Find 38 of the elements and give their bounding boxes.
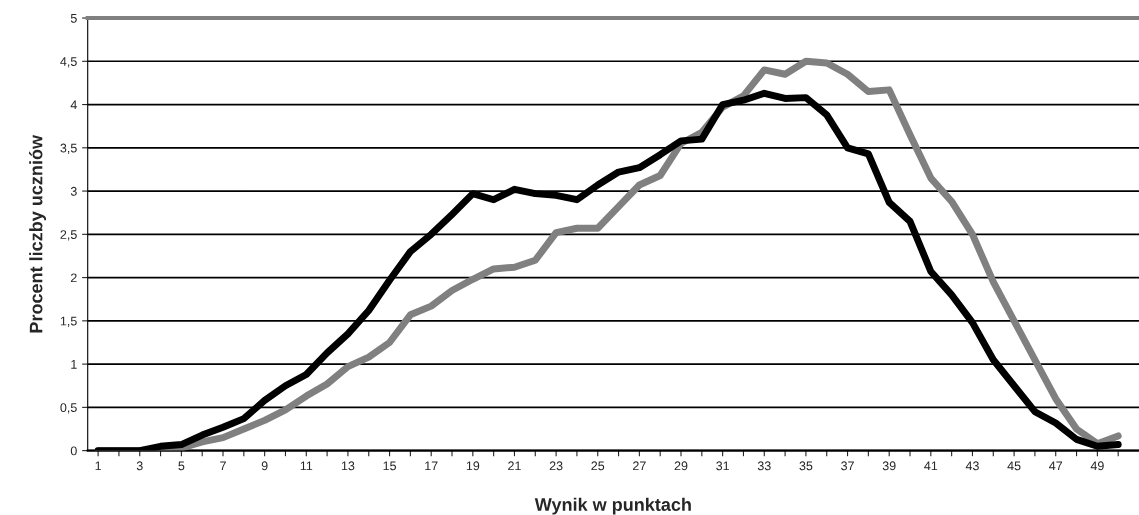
x-tick-label: 15 xyxy=(383,461,396,471)
x-tick-label: 45 xyxy=(1007,461,1021,471)
x-axis-title: Wynik w punktach xyxy=(534,497,691,515)
x-tick-label: 37 xyxy=(841,461,854,471)
y-tick-label: 0,5 xyxy=(60,403,77,414)
x-tick-label: 17 xyxy=(425,461,438,471)
x-tick-label: 41 xyxy=(924,461,938,471)
y-tick-label: 1 xyxy=(71,360,77,369)
x-tick-label: 49 xyxy=(1090,461,1104,471)
x-tick-label: 33 xyxy=(757,461,771,471)
x-tick-label: 5 xyxy=(178,461,185,471)
y-tick-label: 2,5 xyxy=(60,230,77,241)
x-tick-label: 21 xyxy=(508,461,521,471)
y-tick-label: 3,5 xyxy=(60,143,77,154)
x-tick-label: 19 xyxy=(466,461,480,471)
y-tick-label: 3 xyxy=(70,186,77,196)
x-tick-label: 9 xyxy=(261,461,268,471)
x-tick-label: 23 xyxy=(549,461,563,471)
y-axis-title: Procent liczby uczniów xyxy=(29,134,47,333)
x-tick-label: 31 xyxy=(716,461,729,471)
x-tick-label: 13 xyxy=(341,461,355,471)
y-tick-label: 5 xyxy=(70,13,77,23)
x-tick-label: 39 xyxy=(882,461,896,471)
x-tick-label: 47 xyxy=(1049,461,1063,471)
y-tick-label: 4,5 xyxy=(60,57,77,68)
x-tick-label: 27 xyxy=(633,461,646,471)
y-tick-label: 4 xyxy=(70,100,77,110)
y-tick-label: 1,5 xyxy=(60,316,77,327)
x-tick-label: 3 xyxy=(136,461,143,471)
x-tick-label: 25 xyxy=(591,461,605,471)
x-tick-label: 11 xyxy=(300,461,313,471)
x-tick-label: 7 xyxy=(220,461,226,471)
x-tick-label: 35 xyxy=(799,461,813,471)
y-tick-label: 0 xyxy=(70,446,77,456)
x-tick-label: 29 xyxy=(674,461,688,471)
y-tick-label: 2 xyxy=(70,273,77,283)
x-tick-label: 1 xyxy=(95,461,101,471)
x-tick-label: 43 xyxy=(965,461,979,471)
